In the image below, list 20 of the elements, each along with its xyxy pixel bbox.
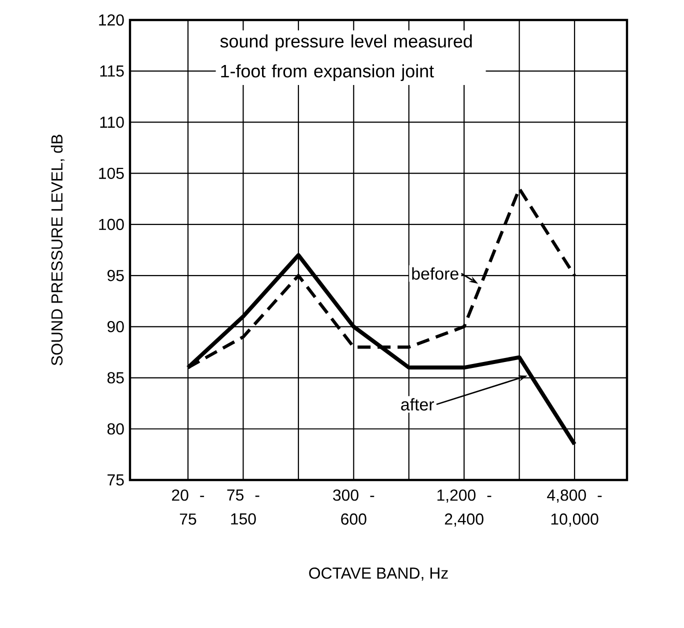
- x-tick-label: 1,200 - 2,400: [437, 490, 492, 527]
- y-tick-label: 105: [99, 168, 124, 179]
- legend-label: before: [412, 267, 458, 280]
- y-tick-label: 80: [107, 423, 124, 435]
- y-tick-label: 115: [100, 66, 124, 77]
- y-tick-label: 85: [107, 372, 124, 384]
- x-tick-label: 75 - 150: [227, 490, 260, 525]
- y-tick-label: 90: [108, 321, 124, 332]
- x-tick-label: 20 - 75: [172, 490, 204, 525]
- y-tick-label: 110: [100, 116, 124, 128]
- y-axis-title: SOUND PRESSURE LEVEL, dB: [50, 134, 64, 366]
- x-axis-title: OCTAVE BAND, Hz: [309, 568, 448, 581]
- x-tick-label: 4,800 - 10,000: [547, 490, 602, 527]
- y-tick-label: 120: [99, 14, 124, 26]
- y-tick-label: 75: [108, 474, 124, 486]
- y-tick-label: 100: [99, 218, 124, 230]
- annotation: sound pressure level measured 1-foot from expansion joint: [220, 34, 472, 82]
- y-tick-label: 95: [108, 270, 124, 282]
- x-tick-label: 300 - 600: [333, 490, 374, 525]
- series-label: after: [401, 398, 434, 411]
